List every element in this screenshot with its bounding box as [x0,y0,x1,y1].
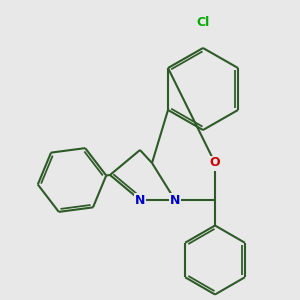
Text: N: N [135,194,145,206]
Text: N: N [170,194,180,206]
Text: O: O [210,157,220,169]
Text: Cl: Cl [196,16,210,28]
